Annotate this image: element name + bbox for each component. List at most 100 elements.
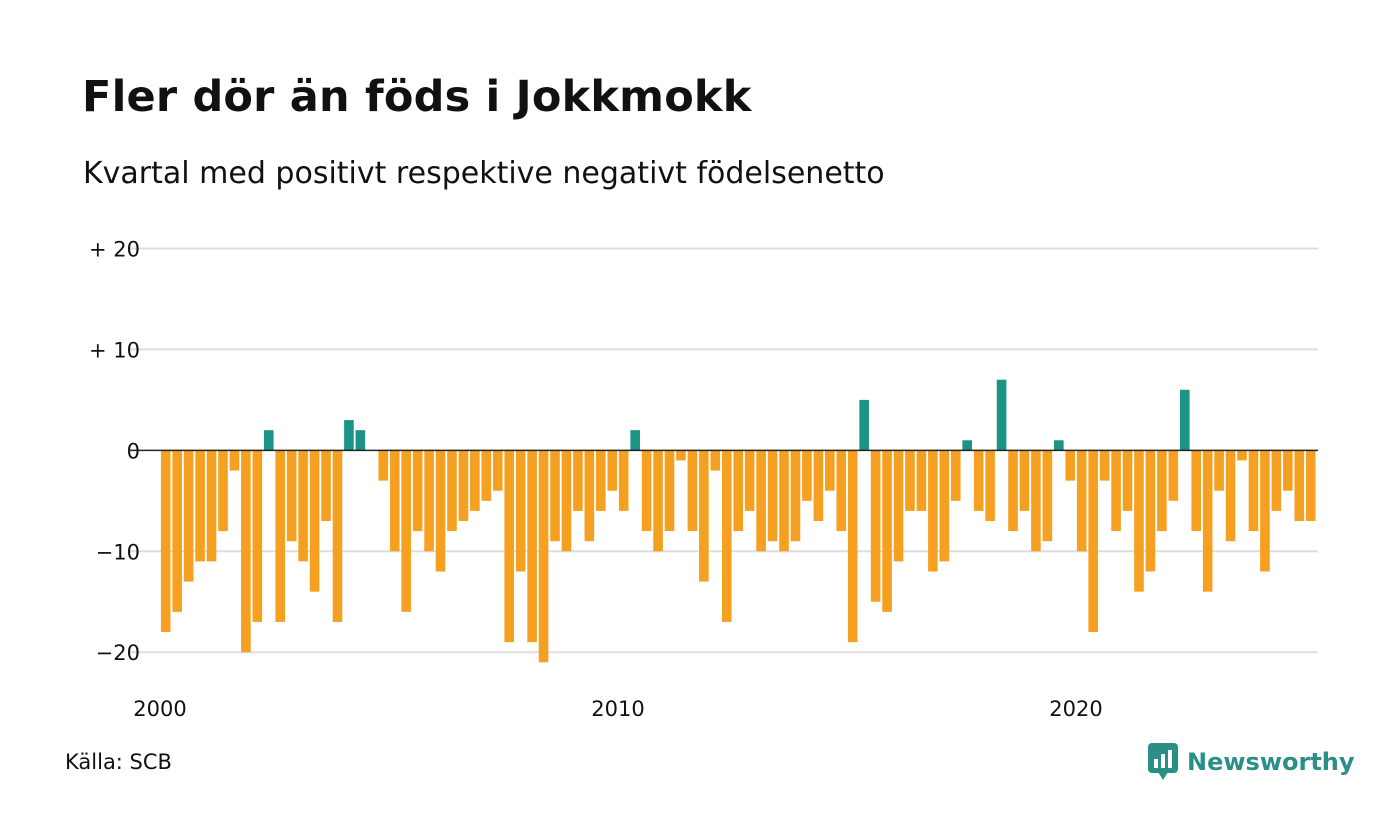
bar-negative [1065,450,1076,481]
bar-positive [859,399,869,451]
bar-negative [1260,450,1270,572]
bar-positive [355,430,366,451]
bar-positive [630,430,640,451]
y-tick-label: −20 [96,641,140,665]
bar-negative [779,450,789,552]
x-tick-label: 2010 [591,697,644,721]
bar-negative [756,450,766,552]
bar-positive [1179,389,1190,451]
bar-positive [263,430,274,451]
bar-negative [687,450,698,532]
bar-negative [424,450,434,552]
bars [160,379,1316,663]
chart-subtitle: Kvartal med positivt respektive negativt… [83,156,885,191]
bar-negative [1191,450,1202,532]
bar-negative [973,450,984,511]
bar-negative [1042,450,1053,542]
bar-negative [1019,450,1030,511]
bar-negative [218,450,228,532]
brand-name: Newsworthy [1187,748,1355,776]
bar-negative [1122,450,1133,511]
chart-title: Fler dör än föds i Jokkmokk [82,72,752,122]
bar-negative [653,450,663,552]
bar-negative [596,450,606,511]
bar-negative [550,450,560,542]
bar-negative [286,450,297,542]
bar-negative [744,450,755,511]
bar-positive [962,440,973,451]
bar-negative [1237,450,1247,461]
bar-negative [481,450,492,501]
bar-negative [882,450,892,612]
bar-negative [492,450,503,491]
source-note: Källa: SCB [65,750,172,774]
bar-negative [1134,450,1144,592]
axes: + 20 + 10 0 −10 −20 2000 2010 2020 [89,238,1318,721]
bar-negative [847,450,858,643]
bar-negative [813,450,824,522]
y-tick-label: + 20 [89,238,140,262]
bar-negative [985,450,995,522]
bar-negative [458,450,469,522]
bar-negative [950,450,961,501]
bar-negative [195,450,205,562]
bar-negative [1157,450,1167,532]
bar-negative [1294,450,1305,522]
bar-negative [538,450,549,663]
bar-negative [584,450,595,542]
bar-positive [344,420,354,451]
bar-negative [435,450,446,572]
bar-negative [1214,450,1224,491]
newsworthy-logo-icon [1148,743,1178,780]
bar-negative [802,450,812,501]
bar-negative [309,450,320,592]
bar-negative [1225,450,1236,542]
bar-positive [1054,440,1064,451]
bar-negative [447,450,457,532]
bar-negative [836,450,847,532]
bar-negative [825,450,835,491]
bar-negative [870,450,881,602]
bar-negative [710,450,721,471]
bar-negative [790,450,801,542]
bar-negative [1099,450,1110,481]
bar-negative [241,450,251,653]
bar-negative [504,450,515,643]
bar-negative [618,450,629,511]
bar-negative [252,450,263,622]
bar-negative [939,450,950,562]
bar-negative [1008,450,1018,532]
bar-negative [1271,450,1282,511]
bar-negative [1088,450,1098,633]
bar-negative [172,450,182,612]
bar-negative [332,450,343,622]
bar-negative [767,450,778,542]
bar-negative [1283,450,1293,491]
bar-negative [298,450,308,562]
bar-negative [1031,450,1041,552]
bar-negative [275,450,286,622]
bar-negative [206,450,217,562]
bar-negative [1111,450,1121,532]
bar-negative [1076,450,1087,552]
bar-positive [996,379,1007,451]
bar-negative [607,450,618,491]
x-tick-label: 2020 [1049,697,1102,721]
bar-negative [321,450,331,522]
bar-negative [676,450,686,461]
bar-negative [160,450,171,633]
bar-negative [1145,450,1156,572]
bar-negative [561,450,572,552]
y-tick-label: 0 [127,439,140,463]
bar-negative [641,450,652,532]
y-tick-label: −10 [96,540,140,564]
bar-negative [515,450,526,572]
brand-logo[interactable]: Newsworthy [1148,743,1355,781]
bar-negative [378,450,389,481]
bar-negative [1168,450,1179,501]
bar-negative [401,450,411,612]
bar-negative [733,450,744,532]
bar-negative [1248,450,1259,532]
bar-negative [573,450,583,511]
bar-chart: + 20 + 10 0 −10 −20 2000 2010 2020 [89,238,1318,721]
